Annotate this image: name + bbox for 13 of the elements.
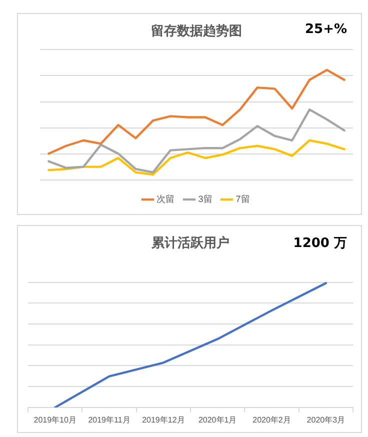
x-tick-label: 2020年3月 (306, 415, 346, 424)
text: 1200 万 (293, 235, 347, 252)
chart-title: 留存数据趋势图 (151, 23, 242, 40)
text: 25+% (304, 22, 347, 37)
x-tick-label: 2019年11月 (88, 415, 130, 424)
chart-title: 累计活跃用户 (150, 235, 230, 252)
legend-label: 7留 (236, 194, 250, 204)
legend-label: 3留 (198, 194, 212, 204)
x-tick-label: 2020年1月 (198, 415, 237, 424)
x-tick-label: 2019年10月 (34, 415, 76, 424)
x-tick-label: 2019年12月 (142, 415, 185, 424)
legend-label: 次留 (156, 194, 175, 204)
x-tick-label: 2020年2月 (252, 415, 291, 424)
